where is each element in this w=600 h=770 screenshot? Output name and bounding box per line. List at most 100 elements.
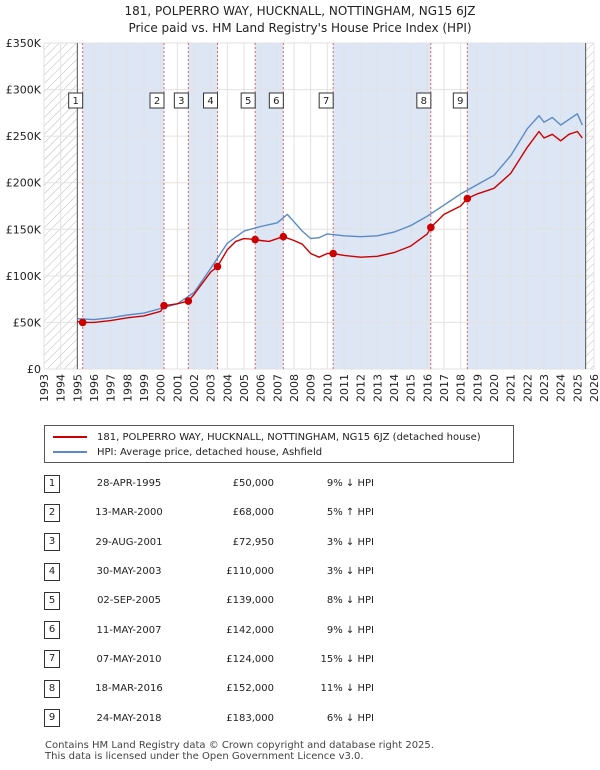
sale-price: £183,000 [226,712,274,724]
sale-point [329,249,337,258]
sale-label-box [240,92,256,109]
sale-number-badge: 8 [44,679,60,698]
sale-hpi-diff: 9% ↓ HPI [326,624,374,636]
sale-label-number: 8 [421,96,427,107]
sale-label-number: 5 [245,96,251,107]
sale-hpi-diff: 5% ↑ HPI [326,507,374,519]
sale-label-box [203,92,218,109]
x-tick-label: 2021 [505,374,518,402]
sale-label: 7 [318,92,334,109]
x-tick-label: 2024 [555,374,568,402]
legend-label-property: 181, POLPERRO WAY, HUCKNALL, NOTTINGHAM,… [97,431,481,443]
ownership-shade [188,43,218,369]
sale-hpi-diff: 15% ↓ HPI [320,653,374,665]
sale-point [279,232,288,241]
x-tick-label: 2005 [238,374,251,402]
sale-label-box [68,92,84,109]
sale-label-number: 9 [457,96,463,107]
no-data-hatch [585,43,594,369]
sale-label-number: 4 [207,96,213,107]
sales-table: 1 28-APR-1995 £50,000 9% ↓ HPI 2 13-MAR-2000 £… [44,469,374,733]
x-tick-label: 2002 [188,374,201,402]
sale-label: 8 [416,92,432,109]
table-row: 1 28-APR-1995 £50,000 9% ↓ HPI [44,469,374,498]
sale-price: £152,000 [226,683,274,695]
sale-number-badge: 2 [44,503,60,522]
sale-label-box [173,92,189,109]
sale-hpi-diff: 8% ↓ HPI [326,595,374,607]
sale-date: 28-APR-1995 [96,478,162,490]
sale-label-box [149,92,165,109]
sale-label-number: 1 [72,96,78,107]
x-tick-label: 2015 [405,374,418,402]
sale-price: £50,000 [232,478,274,490]
x-tick-label: 2017 [438,374,451,402]
x-tick-label: 2010 [321,374,334,402]
y-tick-label: £250K [6,130,42,143]
x-tick-label: 2026 [588,374,600,402]
table-row: 7 07-MAY-2010 £124,000 15% ↓ HPI [44,645,374,674]
x-tick-label: 2019 [471,374,484,402]
y-tick-label: £200K [6,177,42,190]
sale-label-box [268,92,284,109]
x-tick-label: 2012 [355,374,368,402]
y-tick-label: £300K [6,84,42,97]
x-tick-label: 1998 [121,374,134,402]
sale-date: 02-SEP-2005 [97,595,161,607]
x-tick-label: 2007 [271,374,284,402]
x-tick-label: 2006 [255,374,268,402]
x-tick-label: 2025 [571,374,584,402]
table-row: 6 11-MAY-2007 £142,000 9% ↓ HPI [44,615,374,644]
sale-number-badge: 5 [44,591,60,610]
table-row: 2 13-MAR-2000 £68,000 5% ↑ HPI [44,498,374,527]
ownership-shade [333,43,431,369]
sale-number-badge: 3 [44,533,60,552]
sale-point [427,223,435,232]
sale-label-box [452,92,468,109]
footer-copyright: Contains HM Land Registry data © Crown c… [45,740,434,751]
sale-label: 1 [68,92,84,109]
sale-label: 4 [203,92,218,109]
sale-label: 3 [173,92,189,109]
y-tick-label: £100K [6,270,42,283]
legend-item-property: 181, POLPERRO WAY, HUCKNALL, NOTTINGHAM,… [53,430,481,444]
sale-label-box [318,92,334,109]
x-tick-label: 2014 [388,374,401,402]
legend-label-hpi: HPI: Average price, detached house, Ashf… [97,446,323,458]
footer-licence: This data is licensed under the Open Gov… [45,751,364,762]
price-chart: 1 2 3 4 5 6 7 8 9 £0 £50K £100K £150K £200K £250K £300K… [6,37,600,402]
sale-date: 29-AUG-2001 [95,536,163,548]
x-tick-label: 2009 [305,374,318,402]
sale-hpi-diff: 11% ↓ HPI [320,683,374,695]
x-tick-label: 2023 [538,374,551,402]
footer: Contains HM Land Registry data © Crown c… [45,740,434,762]
table-row: 3 29-AUG-2001 £72,950 3% ↓ HPI [44,528,374,557]
sale-price: £124,000 [226,653,274,665]
legend: 181, POLPERRO WAY, HUCKNALL, NOTTINGHAM,… [44,425,514,463]
sale-number-badge: 1 [44,474,60,493]
sale-point [184,297,193,305]
x-tick-label: 2003 [205,374,218,402]
table-row: 4 30-MAY-2003 £110,000 3% ↓ HPI [44,557,374,586]
chart-title-line2: Price paid vs. HM Land Registry's House … [128,21,472,35]
x-tick-label: 2001 [171,374,184,402]
x-tick-label: 1994 [55,374,68,402]
sale-hpi-diff: 3% ↓ HPI [326,536,374,548]
table-row: 9 24-MAY-2018 £183,000 6% ↓ HPI [44,703,374,732]
sale-label: 9 [452,92,468,109]
sale-date: 11-MAY-2007 [96,624,162,636]
y-tick-label: £350K [6,37,42,50]
x-tick-label: 2020 [488,374,501,402]
sale-date: 30-MAY-2003 [96,566,162,578]
sale-hpi-diff: 6% ↓ HPI [326,712,374,724]
x-tick-label: 1996 [88,374,101,402]
sale-price: £68,000 [232,507,274,519]
y-tick-label: £150K [6,223,42,236]
ownership-shade [467,43,586,369]
sale-price: £139,000 [226,595,274,607]
sale-number-badge: 7 [44,650,60,669]
legend-line-property [53,436,87,438]
sale-hpi-diff: 3% ↓ HPI [326,566,374,578]
sale-number-badge: 6 [44,621,60,640]
x-tick-label: 2016 [421,374,434,402]
